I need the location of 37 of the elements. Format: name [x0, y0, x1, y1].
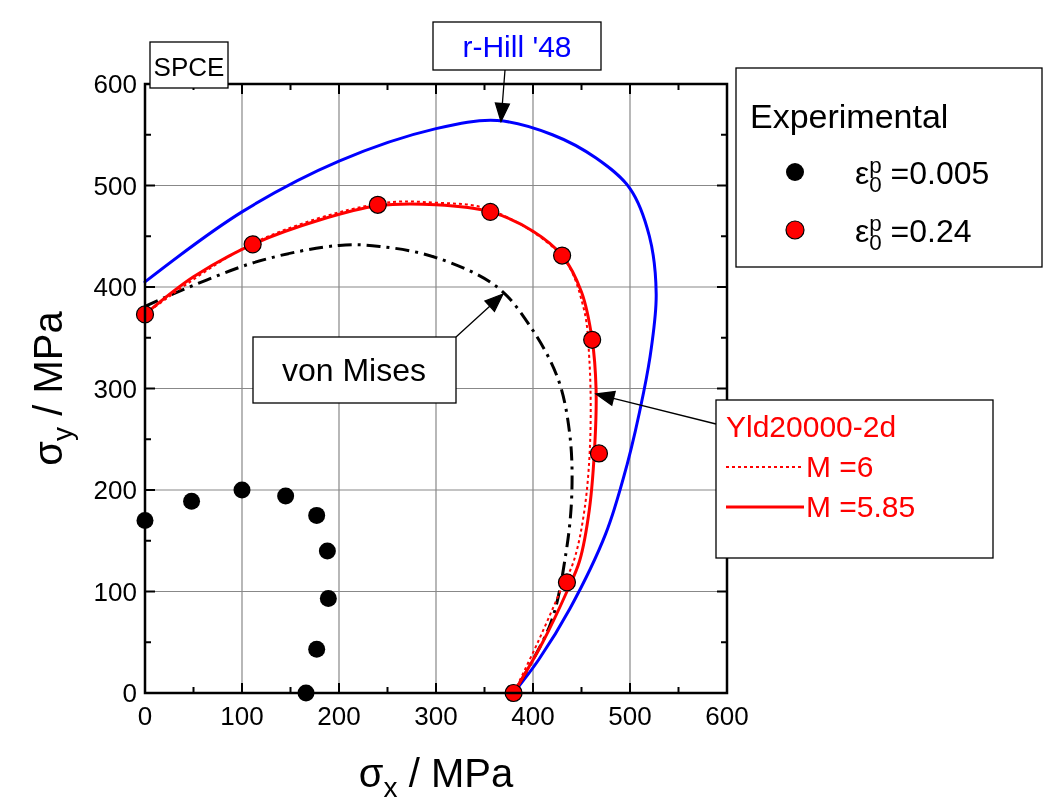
- point: [589, 444, 609, 463]
- legend-title: Experimental: [750, 97, 949, 135]
- x-tick-label: 500: [608, 701, 652, 731]
- y-tick-label: 0: [122, 678, 137, 709]
- x-tick-label: 600: [705, 701, 749, 731]
- point: [553, 246, 572, 265]
- point: [277, 487, 295, 505]
- point: [583, 330, 602, 349]
- legend-label: M =6: [806, 450, 874, 483]
- legend-label: ε$_{0}$$^{p}$ =0.24: [855, 211, 972, 255]
- x-tick-label: 300: [414, 701, 458, 731]
- point: [243, 235, 262, 254]
- legend-label: ε$_{0}$$^{p}$ =0.005: [855, 153, 990, 197]
- point: [318, 542, 336, 560]
- y-tick-label: 400: [93, 272, 137, 303]
- y-tick-label: 100: [93, 576, 137, 607]
- x-tick-label: 200: [317, 701, 361, 731]
- point: [233, 481, 251, 499]
- point: [319, 590, 337, 608]
- point: [183, 492, 201, 510]
- legend-label: M =5.85: [806, 490, 916, 523]
- annotation: Yld20000-2d: [726, 410, 897, 443]
- y-tick-label: 600: [93, 69, 137, 100]
- x-tick-label: 400: [511, 701, 555, 731]
- y-tick-label: 200: [93, 475, 137, 506]
- point: [557, 573, 577, 592]
- y-tick-label: 300: [93, 373, 137, 404]
- y-tick-label: 500: [93, 170, 137, 201]
- x-axis-title: σ$_{x}$ / MPa: [358, 751, 514, 798]
- text: SPCE: [153, 52, 225, 82]
- annotation: r-Hill '48: [462, 30, 572, 63]
- point: [481, 202, 500, 221]
- point: [368, 195, 387, 214]
- x-tick-label: 100: [220, 701, 264, 731]
- point: [308, 506, 326, 524]
- annotation: von Mises: [281, 352, 427, 388]
- point: [308, 640, 326, 658]
